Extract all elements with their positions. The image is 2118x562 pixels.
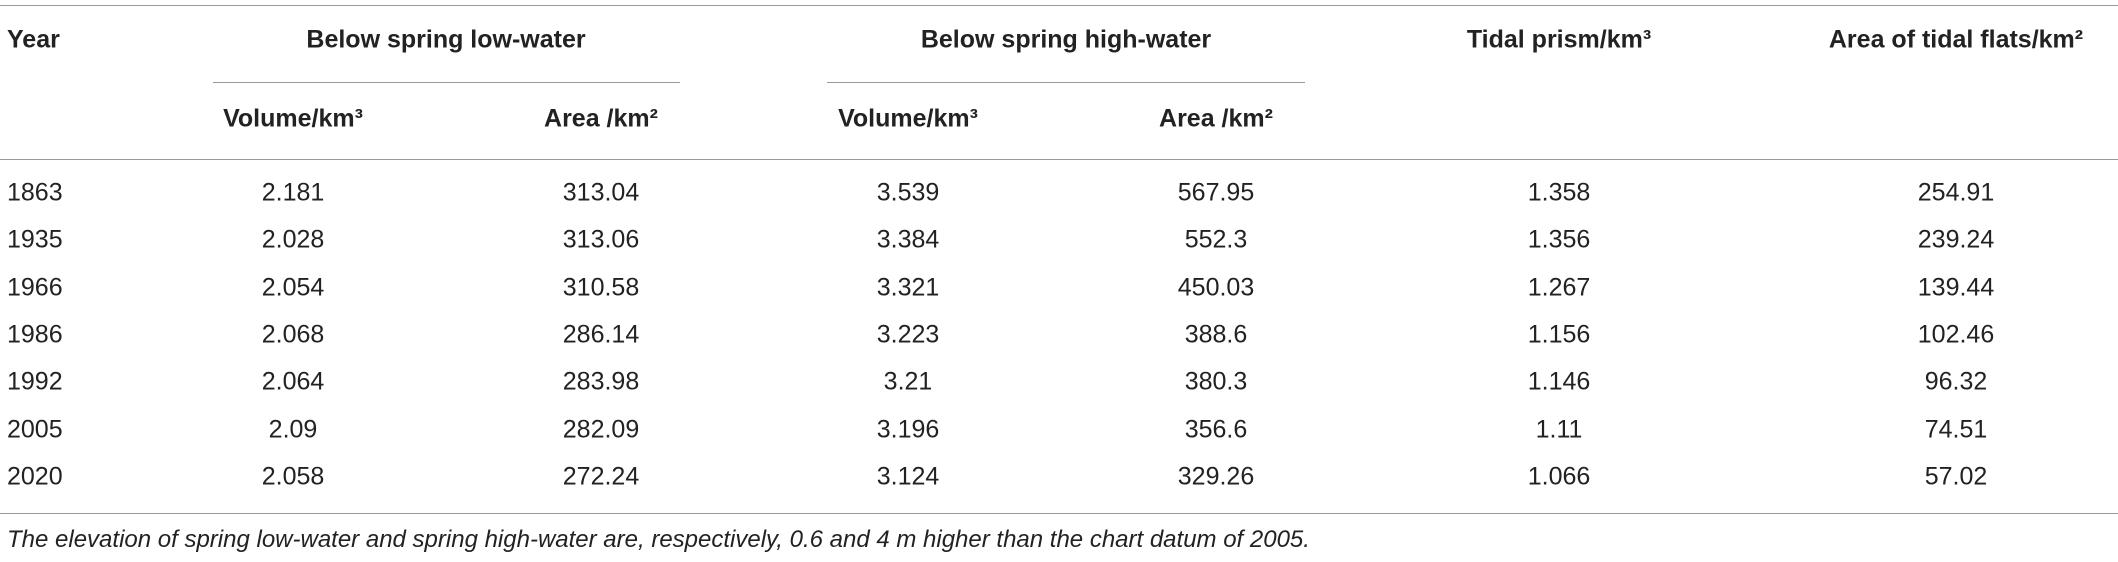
table-cell: 1863 xyxy=(7,178,63,207)
table-cell: 3.384 xyxy=(876,225,940,254)
table-cell: 2005 xyxy=(7,415,63,443)
table-cell: 3.321 xyxy=(876,273,940,302)
header-cell: Below spring low-water xyxy=(306,25,586,54)
table-cell: 2.064 xyxy=(261,367,325,396)
table-cell: 57.02 xyxy=(1924,462,1988,491)
table-cell: 310.58 xyxy=(562,273,640,302)
table-cell: 102.46 xyxy=(1917,320,1995,349)
subheader-cell: Volume/km³ xyxy=(838,104,978,133)
header-cell: Year xyxy=(7,25,60,54)
table-cell: 272.24 xyxy=(562,462,640,491)
table-cell: 3.196 xyxy=(876,415,940,443)
table-cell: 3.539 xyxy=(876,178,940,207)
table-cell: 3.124 xyxy=(876,462,940,491)
table-cell: 1992 xyxy=(7,367,63,396)
table-cell: 356.6 xyxy=(1184,415,1248,443)
header-cell: Area of tidal flats/km² xyxy=(1828,25,2084,54)
table-cell: 254.91 xyxy=(1917,178,1995,207)
table-cell: 1.356 xyxy=(1527,225,1591,254)
table-cell: 2.058 xyxy=(261,462,325,491)
table-cell: 1966 xyxy=(7,273,63,302)
bottom-rule xyxy=(0,513,2118,514)
subheader-cell: Area /km² xyxy=(544,104,658,133)
table-cell: 74.51 xyxy=(1924,415,1988,443)
group-rule xyxy=(213,82,680,83)
table-cell: 282.09 xyxy=(562,415,640,443)
table-cell: 1.267 xyxy=(1527,273,1591,302)
table-cell: 1935 xyxy=(7,225,63,254)
table-cell: 2.028 xyxy=(261,225,325,254)
table-cell: 313.04 xyxy=(562,178,640,207)
table-cell: 2.09 xyxy=(268,415,318,443)
table-cell: 1.156 xyxy=(1527,320,1591,349)
footnote: The elevation of spring low-water and sp… xyxy=(7,526,1310,553)
table-cell: 283.98 xyxy=(562,367,640,396)
table-cell: 313.06 xyxy=(562,225,640,254)
table-cell: 286.14 xyxy=(562,320,640,349)
table-cell: 567.95 xyxy=(1177,178,1255,207)
table-cell: 3.21 xyxy=(883,367,933,396)
header-cell: Tidal prism/km³ xyxy=(1466,25,1652,54)
table-cell: 239.24 xyxy=(1917,225,1995,254)
table-cell: 1.066 xyxy=(1527,462,1591,491)
subheader-cell: Area /km² xyxy=(1159,104,1273,133)
table-cell: 2.054 xyxy=(261,273,325,302)
table-cell: 2020 xyxy=(7,462,63,491)
table-cell: 2.068 xyxy=(261,320,325,349)
table-cell: 1.358 xyxy=(1527,178,1591,207)
table-cell: 139.44 xyxy=(1917,273,1995,302)
table-cell: 2.181 xyxy=(261,178,325,207)
table-cell: 329.26 xyxy=(1177,462,1255,491)
table-cell: 96.32 xyxy=(1924,367,1988,396)
table-cell: 380.3 xyxy=(1184,367,1248,396)
table-cell: 1.146 xyxy=(1527,367,1591,396)
top-rule xyxy=(0,5,2118,6)
table-cell: 450.03 xyxy=(1177,273,1255,302)
subheader-cell: Volume/km³ xyxy=(223,104,363,133)
header-rule xyxy=(0,159,2118,160)
group-rule xyxy=(827,82,1305,83)
table-cell: 1986 xyxy=(7,320,63,349)
header-cell: Below spring high-water xyxy=(920,25,1212,54)
table-cell: 1.11 xyxy=(1535,415,1583,443)
table-cell: 3.223 xyxy=(876,320,940,349)
table-cell: 552.3 xyxy=(1184,225,1248,254)
table-cell: 388.6 xyxy=(1184,320,1248,349)
